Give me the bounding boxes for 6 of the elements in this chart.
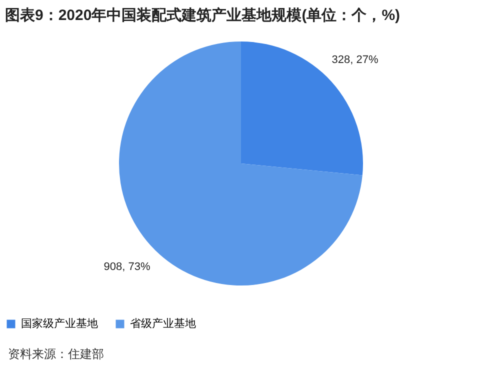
chart-title: 图表9：2020年中国装配式建筑产业基地规模(单位：个，%): [5, 7, 400, 24]
data-label: 328, 27%: [332, 54, 378, 66]
text: 资料来源：住建部: [8, 346, 104, 363]
legend-label: 省级产业基地: [130, 317, 196, 330]
data-label: 908, 73%: [104, 261, 150, 274]
legend-label: 国家级产业基地: [21, 317, 98, 330]
